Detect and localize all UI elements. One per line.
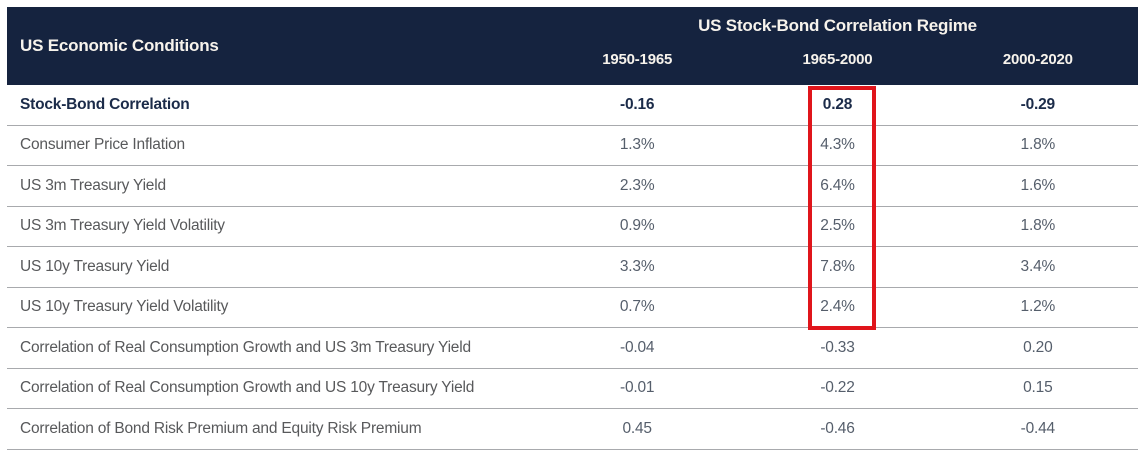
value-cell-1950-1965: -0.01 — [619, 379, 655, 397]
value-cell-1950-1965: -0.16 — [619, 95, 655, 113]
table-body: Stock-Bond Correlation -0.16 0.28 -0.29 … — [7, 85, 1138, 450]
value-cell-1950-1965: 0.45 — [622, 419, 652, 437]
value-cell-2000-2020: 1.8% — [1020, 136, 1056, 154]
group-title-stock-bond-correlation-regime: US Stock-Bond Correlation Regime — [698, 16, 977, 35]
value-cell-2000-2020: 1.6% — [1020, 176, 1056, 194]
table-row: Correlation of Bond Risk Premium and Equ… — [7, 409, 1138, 450]
value-cell-1965-2000: 7.8% — [820, 257, 855, 275]
table-row: US 3m Treasury Yield Volatility 0.9% 2.5… — [7, 207, 1138, 247]
value-cell-2000-2020: 1.8% — [1020, 217, 1056, 235]
row-label: Correlation of Real Consumption Growth a… — [20, 338, 471, 356]
row-label: US 10y Treasury Yield — [20, 257, 170, 275]
period-column-header: 1965-2000 — [802, 51, 873, 68]
value-cell-1950-1965: -0.04 — [619, 338, 655, 356]
table-row: US 3m Treasury Yield 2.3% 6.4% 1.6% — [7, 166, 1138, 207]
row-label: Consumer Price Inflation — [20, 136, 185, 154]
value-cell-1965-2000: -0.22 — [820, 379, 855, 397]
value-cell-1965-2000: 4.3% — [820, 136, 855, 154]
table-row: Stock-Bond Correlation -0.16 0.28 -0.29 — [7, 85, 1138, 126]
value-cell-1950-1965: 2.3% — [619, 176, 655, 194]
value-cell-2000-2020: 0.15 — [1023, 379, 1053, 397]
value-cell-1965-2000: -0.46 — [820, 419, 855, 437]
value-cell-1965-2000: 6.4% — [820, 176, 855, 194]
row-label: Correlation of Bond Risk Premium and Equ… — [20, 419, 422, 437]
period-column-header: 2000-2020 — [1002, 51, 1073, 68]
table-row: US 10y Treasury Yield 3.3% 7.8% 3.4% — [7, 247, 1138, 288]
table-header: US Economic Conditions US Stock-Bond Cor… — [7, 7, 1138, 85]
economic-conditions-table: US Economic Conditions US Stock-Bond Cor… — [7, 7, 1138, 450]
value-cell-2000-2020: -0.44 — [1020, 419, 1056, 437]
table-row: Consumer Price Inflation 1.3% 4.3% 1.8% — [7, 126, 1138, 166]
value-cell-1950-1965: 3.3% — [619, 257, 655, 275]
regime-header-group: US Stock-Bond Correlation Regime 1950-19… — [537, 7, 1138, 85]
value-cell-1965-2000: 0.28 — [822, 95, 853, 113]
table-row: Correlation of Real Consumption Growth a… — [7, 328, 1138, 369]
row-label: US 10y Treasury Yield Volatility — [20, 298, 229, 316]
value-cell-1950-1965: 0.9% — [619, 217, 655, 235]
row-label: Correlation of Real Consumption Growth a… — [20, 379, 475, 397]
value-cell-1965-2000: 2.5% — [820, 217, 855, 235]
row-label: US 3m Treasury Yield Volatility — [20, 217, 225, 235]
value-cell-1965-2000: 2.4% — [820, 298, 855, 316]
row-label: Stock-Bond Correlation — [20, 95, 190, 113]
value-cell-1965-2000: -0.33 — [820, 338, 855, 356]
table-row: Correlation of Real Consumption Growth a… — [7, 369, 1138, 409]
value-cell-2000-2020: -0.29 — [1020, 95, 1056, 113]
table-row: US 10y Treasury Yield Volatility 0.7% 2.… — [7, 288, 1138, 328]
value-cell-1950-1965: 1.3% — [619, 136, 655, 154]
value-cell-1950-1965: 0.7% — [619, 298, 655, 316]
corner-header-us-economic-conditions: US Economic Conditions — [20, 36, 219, 55]
value-cell-2000-2020: 1.2% — [1020, 298, 1056, 316]
value-cell-2000-2020: 3.4% — [1020, 257, 1056, 275]
value-cell-2000-2020: 0.20 — [1023, 338, 1053, 356]
row-label: US 3m Treasury Yield — [20, 176, 166, 194]
period-column-header: 1950-1965 — [602, 51, 673, 68]
period-column-headers: 1950-1965 1965-2000 2000-2020 — [537, 45, 1138, 85]
